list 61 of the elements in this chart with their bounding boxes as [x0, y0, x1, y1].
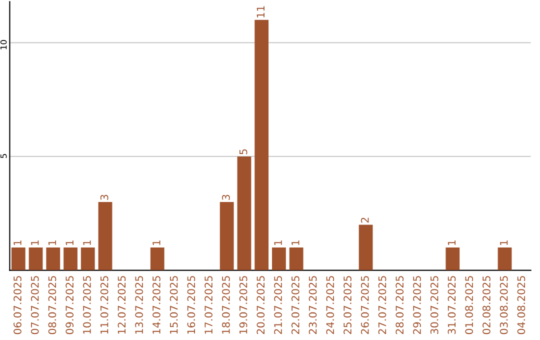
- x-tick-label: 14.07.2025: [152, 276, 160, 334]
- data-label: 1: [66, 240, 74, 246]
- y-tick-label: 10: [0, 40, 7, 50]
- x-tick-label: 03.08.2025: [500, 276, 508, 334]
- bar: [220, 202, 234, 270]
- x-tick-label: 29.07.2025: [413, 276, 421, 334]
- bar: [80, 248, 95, 270]
- bar: [64, 248, 78, 270]
- bar: [358, 224, 373, 270]
- data-label: 1: [31, 240, 39, 246]
- x-tick-label: 19.07.2025: [239, 276, 248, 334]
- bar: [98, 202, 112, 270]
- bar: [254, 20, 269, 270]
- bar: [289, 248, 304, 270]
- x-tick-label: 20.07.2025: [256, 276, 265, 334]
- x-tick-label: 30.07.2025: [430, 276, 438, 334]
- data-label: 1: [448, 240, 456, 246]
- x-tick-label: 06.07.2025: [14, 276, 22, 334]
- x-tick-label: 23.07.2025: [308, 276, 317, 334]
- x-tick-label: 10.07.2025: [83, 276, 91, 334]
- data-label: 5: [239, 149, 248, 154]
- data-label: 1: [292, 240, 300, 246]
- x-tick-label: 28.07.2025: [396, 276, 404, 334]
- x-tick-label: 27.07.2025: [378, 276, 386, 334]
- x-tick-label: 31.07.2025: [448, 276, 456, 334]
- x-tick-label: 07.07.2025: [30, 276, 39, 334]
- x-tick-label: 22.07.2025: [291, 276, 300, 334]
- data-label: 2: [360, 218, 369, 223]
- x-tick-label: 15.07.2025: [170, 276, 178, 334]
- x-tick-label: 25.07.2025: [344, 276, 352, 334]
- x-tick-label: 26.07.2025: [360, 276, 369, 334]
- data-label: 1: [83, 240, 91, 246]
- x-tick-label: 16.07.2025: [187, 276, 196, 334]
- x-tick-label: 08.07.2025: [48, 276, 56, 334]
- x-tick-label: 13.07.2025: [135, 276, 144, 334]
- data-label: 1: [48, 240, 56, 246]
- bar: [150, 248, 164, 270]
- x-tick-label: 09.07.2025: [66, 276, 74, 334]
- x-tick-label: 21.07.2025: [274, 276, 282, 334]
- data-label: 1: [274, 240, 282, 246]
- data-label: 1: [152, 240, 160, 246]
- x-tick-label: 12.07.2025: [118, 276, 126, 334]
- x-tick-label: 24.07.2025: [326, 276, 334, 334]
- bar: [11, 248, 26, 270]
- x-tick-label: 01.08.2025: [465, 276, 474, 334]
- bar: [28, 248, 43, 270]
- bar: [46, 248, 60, 270]
- data-label: 1: [500, 240, 508, 246]
- x-tick-label: 04.08.2025: [517, 276, 526, 334]
- x-tick-label: 02.08.2025: [482, 276, 490, 334]
- data-label: 3: [100, 194, 108, 200]
- data-label: 11: [256, 6, 264, 18]
- data-label: 3: [222, 194, 230, 200]
- bar: [446, 248, 460, 270]
- bar: [237, 156, 252, 270]
- x-tick-label: 11.07.2025: [100, 276, 108, 334]
- x-tick-label: 17.07.2025: [204, 276, 212, 334]
- data-label: 1: [14, 240, 22, 246]
- x-tick-label: 18.07.2025: [222, 276, 230, 334]
- bar: [498, 248, 512, 270]
- bar: [272, 248, 286, 270]
